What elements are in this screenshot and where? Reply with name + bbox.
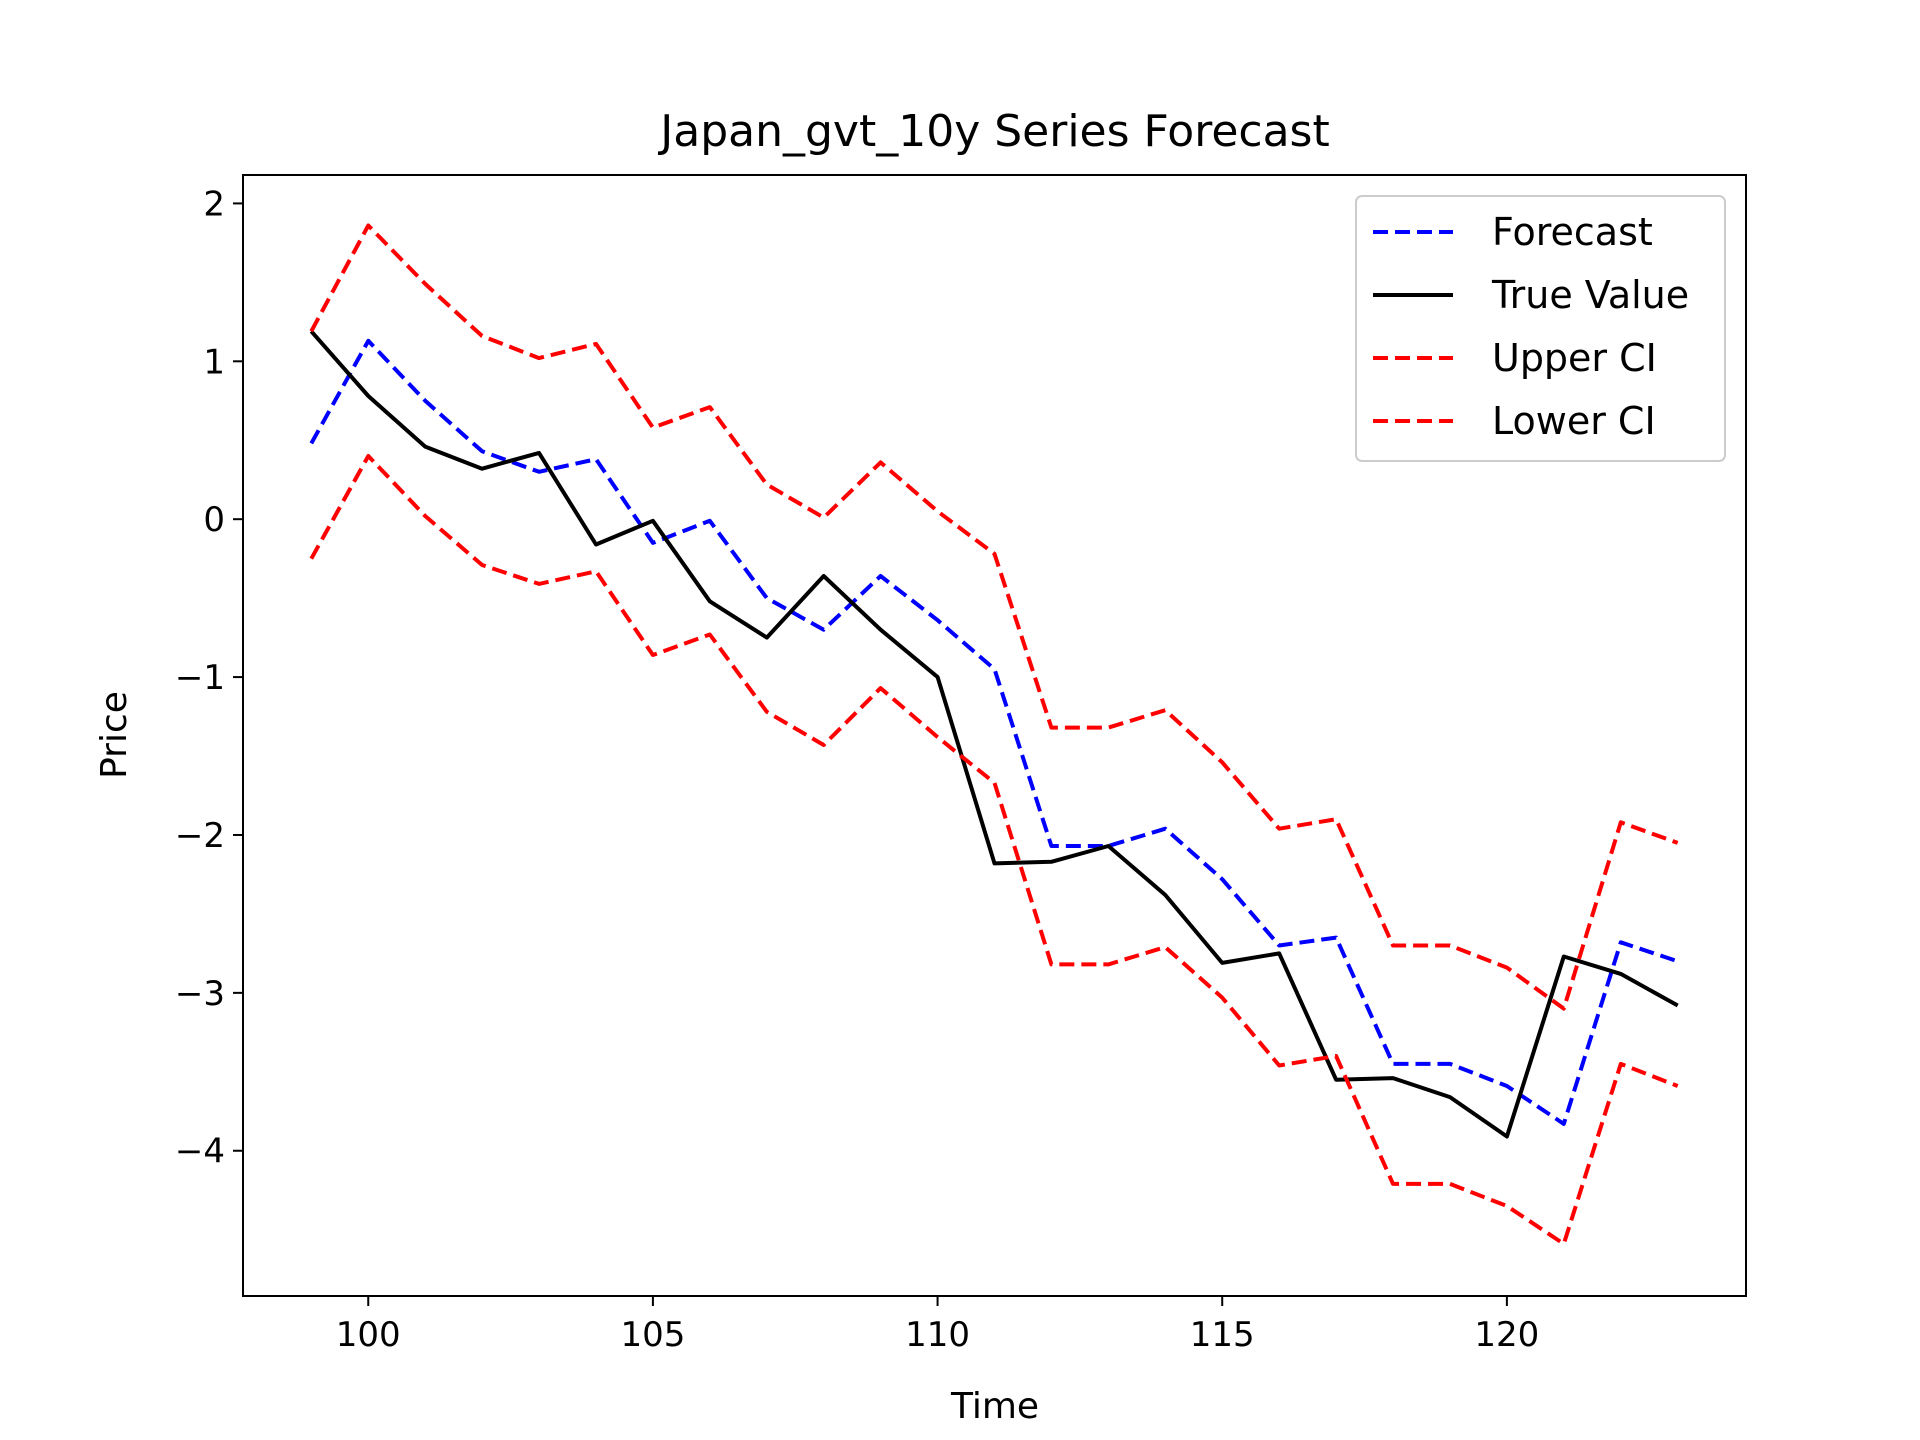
y-tick-label: −2 [175, 816, 225, 856]
x-tick-label: 120 [1474, 1315, 1539, 1355]
legend-label-lower-ci: Lower CI [1492, 399, 1656, 443]
y-axis-label: Price [94, 691, 135, 779]
x-axis-label: Time [950, 1386, 1039, 1427]
plot-frame [242, 174, 1747, 1297]
y-tick-label: 2 [203, 184, 225, 224]
x-tick-label: 105 [620, 1315, 685, 1355]
y-tick-label: −4 [175, 1132, 225, 1172]
y-tick-label: 0 [203, 500, 225, 540]
x-axis: 100 105 110 115 120 [336, 1296, 1539, 1355]
legend-box [1355, 195, 1726, 462]
y-tick-label: −3 [175, 974, 225, 1014]
y-tick-label: 1 [203, 342, 225, 382]
y-axis: 2 1 0 −1 −2 −3 −4 [175, 184, 243, 1172]
chart-title: Japan_gvt_10y Series Forecast [657, 106, 1329, 157]
x-tick-label: 115 [1190, 1315, 1255, 1355]
x-tick-label: 100 [336, 1315, 401, 1355]
legend-label-forecast: Forecast [1492, 210, 1653, 254]
series-line-lower-ci [309, 454, 1679, 1246]
legend-label-upper-ci: Upper CI [1492, 336, 1657, 380]
legend: Forecast True Value Upper CI Lower CI [1355, 195, 1726, 462]
series-line-upper-ci [309, 223, 1679, 1011]
y-tick-label: −1 [175, 658, 225, 698]
legend-label-true-value: True Value [1491, 273, 1689, 317]
series-layer [309, 223, 1679, 1246]
x-tick-label: 110 [905, 1315, 970, 1355]
series-line-true-value [309, 329, 1679, 1139]
series-line-forecast [309, 338, 1679, 1126]
